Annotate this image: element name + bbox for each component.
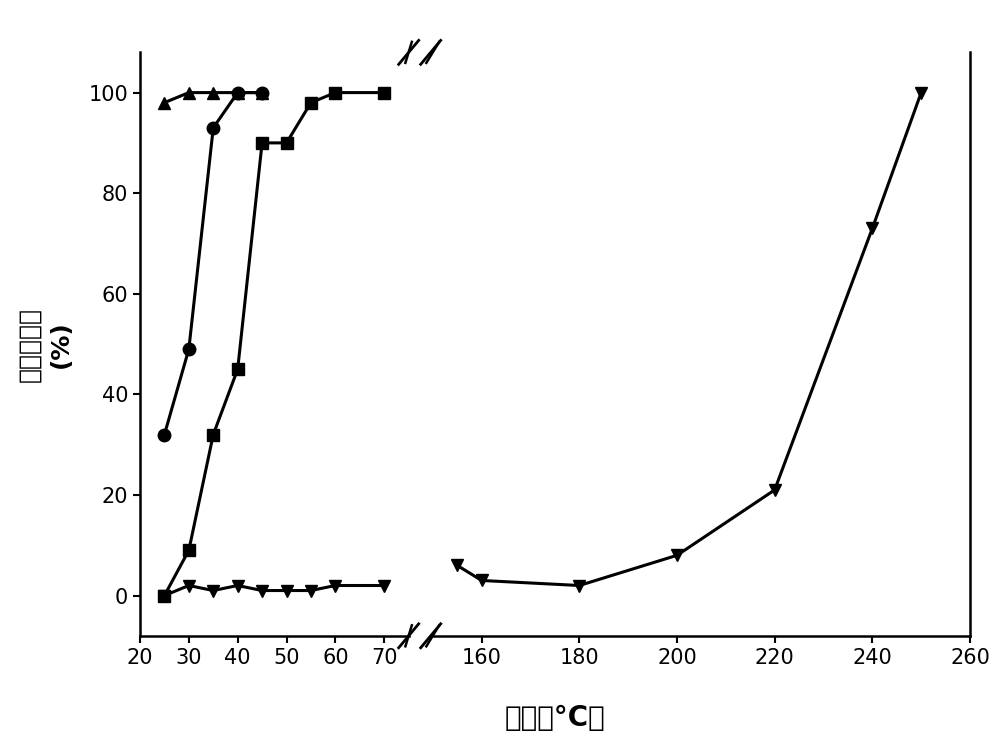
H600 <box>232 365 244 374</box>
H600 <box>305 98 317 107</box>
H600 <box>329 88 341 97</box>
H600 <box>158 591 170 600</box>
H600 <box>378 88 390 97</box>
H600 <box>281 138 293 147</box>
Legend: H600, O600, H500,O600, 无预处理: H600, O600, H500,O600, 无预处理 <box>756 327 949 455</box>
H500,O600 <box>256 88 268 97</box>
无预处理 <box>329 581 341 590</box>
H500,O600 <box>183 88 195 97</box>
无预处理 <box>158 591 170 600</box>
H600 <box>183 546 195 555</box>
O600 <box>232 88 244 97</box>
Line: O600: O600 <box>158 86 268 441</box>
无预处理 <box>256 586 268 595</box>
无预处理 <box>183 581 195 590</box>
无预处理 <box>378 581 390 590</box>
Line: 无预处理: 无预处理 <box>158 579 390 602</box>
H500,O600 <box>207 88 219 97</box>
O600 <box>207 123 219 132</box>
Text: 甲醛转化率
(%): 甲醛转化率 (%) <box>17 307 73 381</box>
无预处理 <box>305 586 317 595</box>
H500,O600 <box>158 98 170 107</box>
H600 <box>256 138 268 147</box>
Text: 温度（°C）: 温度（°C） <box>505 704 605 732</box>
H500,O600 <box>232 88 244 97</box>
Line: H600: H600 <box>158 86 390 602</box>
O600 <box>256 88 268 97</box>
无预处理 <box>281 586 293 595</box>
H600 <box>207 430 219 439</box>
O600 <box>183 345 195 354</box>
无预处理 <box>207 586 219 595</box>
O600 <box>158 430 170 439</box>
无预处理 <box>232 581 244 590</box>
Line: H500,O600: H500,O600 <box>158 86 268 109</box>
